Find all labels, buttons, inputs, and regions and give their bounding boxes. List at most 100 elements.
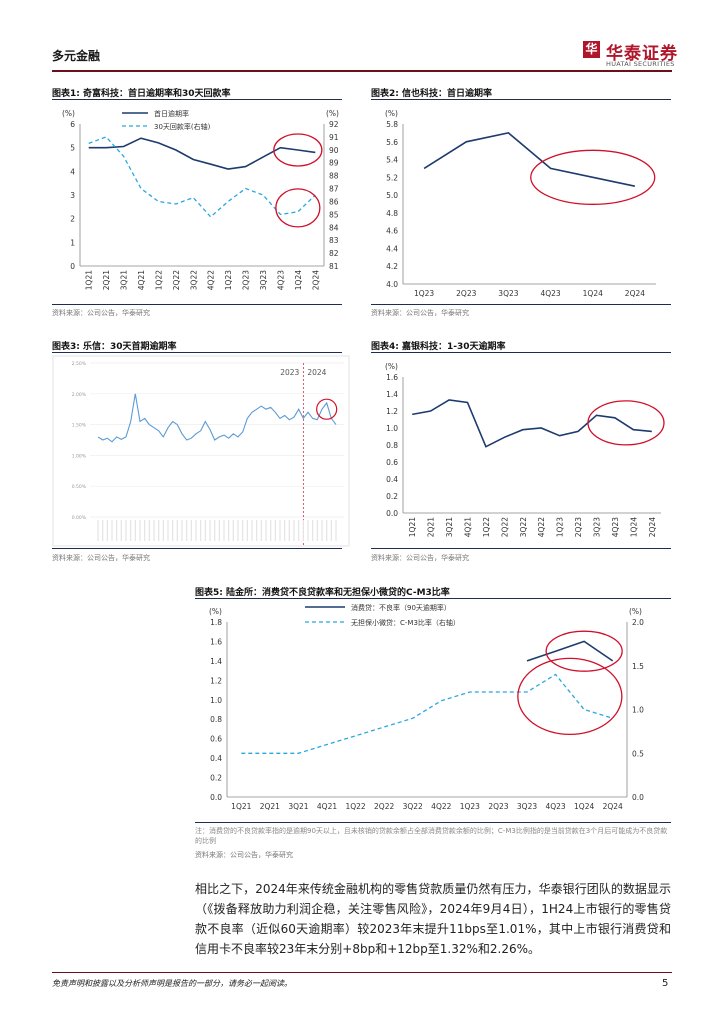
fig4-ytick-label: 0.2 xyxy=(386,492,398,501)
fig5-ytick-right-label: 0.5 xyxy=(632,749,644,758)
fig2-ytick-label: 5.2 xyxy=(386,173,398,182)
fig3-ytick-label: 2.00% xyxy=(72,392,87,398)
fig1-ytick-label: 3 xyxy=(70,191,75,200)
fig1-xtick-label: 4Q21 xyxy=(137,270,146,290)
fig2-ytick-label: 4.6 xyxy=(386,227,398,236)
fig4-highlight-circle xyxy=(587,400,665,446)
fig4-title: 嘉银科技：1-30天逾期率 xyxy=(402,342,506,352)
fig1-ytick-right-label: 88 xyxy=(329,172,339,181)
fig1-ytick-label: 6 xyxy=(70,120,75,129)
fig4-xtick-label: 2Q21 xyxy=(427,517,436,537)
fig2-ytick-label: 5.6 xyxy=(386,138,398,147)
fig5-heading: 图表5: 陆金所：消费贷不良贷款率和无担保小微贷的C-M3比率 xyxy=(195,585,450,598)
fig5-highlight-circle xyxy=(545,630,623,672)
fig5-ytick-label: 1.4 xyxy=(210,657,222,666)
fig1-ytick-right-label: 86 xyxy=(329,197,339,206)
fig2-xtick-label: 1Q24 xyxy=(583,289,603,298)
fig2-ytick-label: 4.2 xyxy=(386,262,398,271)
fig4-xtick-label: 1Q22 xyxy=(482,517,491,537)
fig5-ytick-label: 1.6 xyxy=(210,637,222,646)
fig1-ytick-right-label: 84 xyxy=(329,223,339,232)
fig1-ytick-label: 2 xyxy=(70,215,75,224)
fig1-series-1-line xyxy=(88,136,316,218)
fig1-xtick-label: 2Q23 xyxy=(242,270,251,290)
fig2-rule xyxy=(371,99,671,100)
fig5-xtick-label: 3Q23 xyxy=(517,802,537,811)
fig1-title: 奇富科技：首日逾期率和30天回款率 xyxy=(83,89,231,99)
fig4-ytick-label: 0.4 xyxy=(386,475,398,484)
fig5-highlight-circle xyxy=(517,657,623,736)
fig1-ytick-label: 1 xyxy=(70,238,75,247)
fig3-rule-bottom xyxy=(52,548,342,549)
fig1-heading: 图表1: 奇富科技：首日逾期率和30天回款率 xyxy=(52,86,231,99)
fig4-xtick-label: 2Q23 xyxy=(574,517,583,537)
fig5-series-0-line xyxy=(526,640,614,662)
fig2-series-0-line xyxy=(423,132,636,187)
fig3-source: 资料来源：公司公告，华泰研究 xyxy=(52,554,150,562)
fig2-ytick-label: 4.8 xyxy=(386,209,398,218)
fig3-frame xyxy=(52,355,350,547)
fig5-xtick-label: 2Q22 xyxy=(374,802,394,811)
fig5-note: 注：消费贷的不良贷款率指的是逾期90天以上，且未核销的贷款余额占全部消费贷款余额… xyxy=(195,827,668,845)
fig1-source: 资料来源：公司公告，华泰研究 xyxy=(52,309,150,317)
fig5-xtick-label: 4Q21 xyxy=(317,802,337,811)
fig4-rule xyxy=(371,352,671,353)
fig4-ylabel: (%) xyxy=(385,362,398,371)
fig2-xtick-label: 2Q23 xyxy=(456,289,476,298)
footer-disclaimer: 免责声明和披露以及分析师声明是报告的一部分，请务必一起阅读。 xyxy=(52,979,292,988)
fig5-ytick-label: 0.2 xyxy=(210,774,222,783)
fig1-ytick-right-label: 87 xyxy=(329,185,339,194)
fig1-ytick-right-label: 85 xyxy=(329,210,339,219)
fig2-ytick-label: 5.8 xyxy=(386,120,398,129)
fig1-ytick-right-label: 83 xyxy=(329,236,339,245)
fig4-rule-bottom xyxy=(371,548,671,549)
fig3-chart: 0.00% 0.50% 1.00% 1.50% 2.00% 2.50% 2023 2024 xyxy=(52,355,350,547)
fig1-ytick-right-label: 81 xyxy=(329,262,339,271)
fig5-ytick-label: 0.6 xyxy=(210,735,222,744)
fig5-xtick-label: 4Q22 xyxy=(431,802,451,811)
fig4-source: 资料来源：公司公告，华泰研究 xyxy=(371,554,469,562)
fig4-xtick-label: 3Q21 xyxy=(445,517,454,537)
fig4-xtick-label: 4Q23 xyxy=(611,517,620,537)
fig2-chart: 4.0 4.2 4.4 4.6 4.8 5.0 5.2 5.4 5.6 5.8 (%) 1Q23 2Q2… xyxy=(385,109,656,298)
fig4-ytick-label: 0.6 xyxy=(386,458,398,467)
fig1-ytick-label: 0 xyxy=(70,262,75,271)
fig5-xtick-label: 1Q24 xyxy=(574,802,594,811)
fig1-ytick-right-label: 91 xyxy=(329,133,339,142)
fig2-highlight-circle xyxy=(530,149,656,205)
brand-logo-name: 华泰证券 xyxy=(606,44,678,64)
fig3-ytick-label: 1.00% xyxy=(72,453,87,459)
header-divider xyxy=(52,70,672,72)
fig5-ytick-right-label: 1.5 xyxy=(632,662,644,671)
fig1-xtick-label: 3Q22 xyxy=(189,270,198,290)
fig4-ytick-label: 0.0 xyxy=(386,509,398,518)
fig4-ytick-label: 0.8 xyxy=(386,441,398,450)
fig1-ytick-right-label: 92 xyxy=(329,120,339,129)
fig1-xtick-label: 3Q21 xyxy=(120,270,129,290)
fig4-xtick-label: 4Q22 xyxy=(537,517,546,537)
fig5-ylabel-right: (%) xyxy=(629,607,642,616)
fig5-ytick-right-label: 0.0 xyxy=(632,793,644,802)
brand-logo-english: HUATAI SECURITIES xyxy=(606,60,675,68)
fig3-ytick-label: 2.50% xyxy=(72,361,87,367)
fig1-highlight-circle xyxy=(273,133,323,167)
fig5-ytick-right-label: 1.0 xyxy=(632,706,644,715)
fig3-label: 图表3: xyxy=(52,342,80,352)
fig5-source: 资料来源：公司公告，华泰研究 xyxy=(195,851,293,859)
fig4-series-0-line xyxy=(412,399,652,448)
fig1-ytick-right-label: 82 xyxy=(329,249,339,258)
section-title: 多元金融 xyxy=(52,49,101,63)
fig1-xtick-label: 1Q23 xyxy=(224,270,233,290)
fig1-xtick-label: 4Q22 xyxy=(207,270,216,290)
fig5-xtick-label: 3Q21 xyxy=(288,802,308,811)
fig5-xtick-label: 4Q23 xyxy=(545,802,565,811)
fig5-ytick-label: 1.0 xyxy=(210,696,222,705)
fig1-ytick-right-label: 90 xyxy=(329,146,339,155)
fig2-xtick-label: 1Q23 xyxy=(414,289,434,298)
fig5-rule-bottom xyxy=(195,822,671,823)
fig3-rule xyxy=(52,352,342,353)
fig2-xtick-label: 4Q23 xyxy=(540,289,560,298)
fig4-xtick-label: 1Q24 xyxy=(629,517,638,537)
fig5-xtick-label: 1Q23 xyxy=(460,802,480,811)
